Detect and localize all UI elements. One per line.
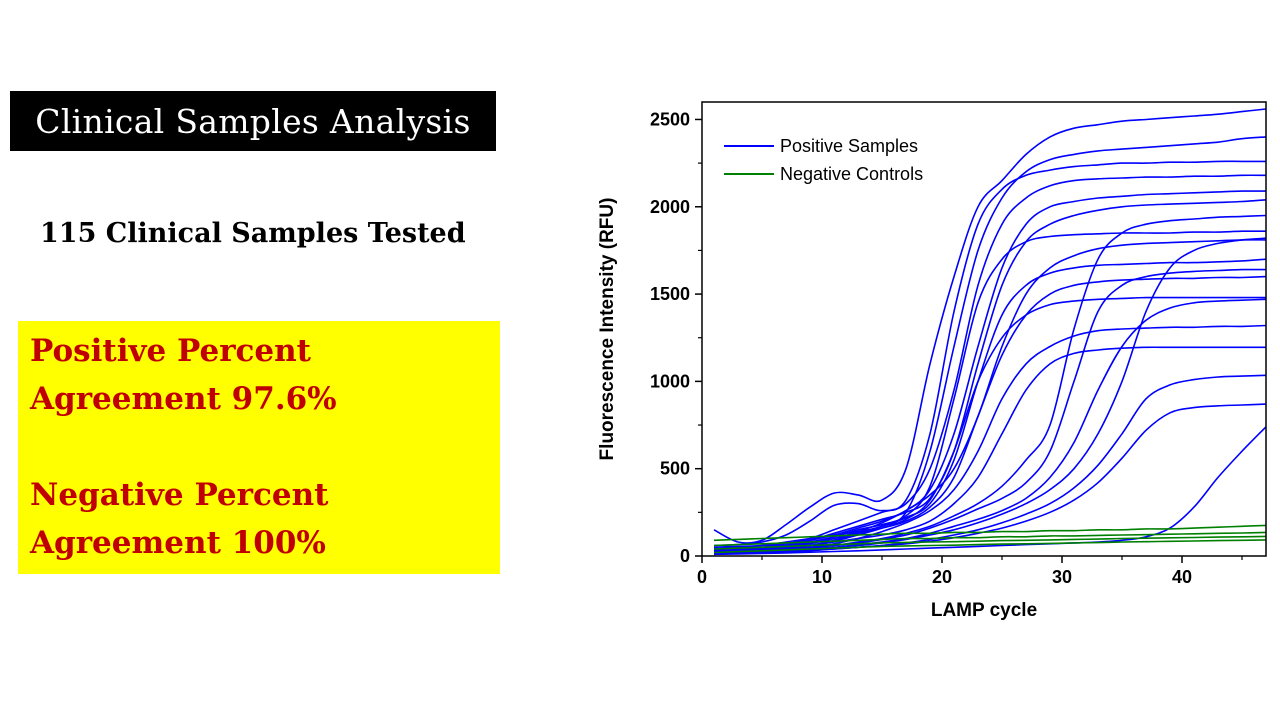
y-tick-label: 0 [680, 546, 690, 566]
legend-label: Negative Controls [780, 164, 923, 184]
positive-sample-line-13 [713, 214, 1266, 554]
plot-frame [701, 101, 1267, 557]
positive-sample-line-17 [713, 374, 1266, 556]
axis-ticks: 0 10 20 30 40 0 500 1000 1500 2000 2500 [650, 109, 1243, 587]
positive-agreement-line-1: Positive Percent [30, 333, 311, 369]
positive-sample-line-1 [713, 136, 1266, 550]
legend-label: Positive Samples [780, 136, 918, 156]
legend: Positive Samples Negative Controls [724, 136, 923, 184]
positive-sample-line-16 [713, 237, 1266, 554]
x-tick-label: 0 [697, 567, 707, 587]
negative-control-line-0 [713, 524, 1266, 542]
positive-sample-line-19 [713, 426, 1266, 556]
negative-control-line-1 [713, 531, 1266, 547]
positive-agreement-line-2: Agreement 97.6% [30, 381, 337, 417]
y-axis-label: Fluorescence Intensity (RFU) [597, 198, 618, 461]
x-tick-label: 20 [932, 567, 952, 587]
positive-sample-line-3 [713, 174, 1266, 552]
positive-sample-line-4 [713, 190, 1266, 549]
negative-agreement-line-1: Negative Percent [30, 477, 329, 513]
y-tick-label: 1000 [650, 371, 690, 391]
positive-sample-line-14 [713, 268, 1266, 553]
y-tick-label: 2500 [650, 109, 690, 129]
x-axis-label: LAMP cycle [931, 600, 1037, 621]
positive-sample-line-18 [713, 403, 1266, 555]
negative-control-line-2 [713, 535, 1266, 550]
positive-sample-line-12 [713, 346, 1266, 552]
x-tick-label: 10 [812, 567, 832, 587]
negative-agreement-line-2: Agreement 100% [30, 525, 326, 561]
x-tick-label: 30 [1052, 567, 1072, 587]
results-box: Positive Percent Agreement 97.6% Negativ… [18, 321, 500, 574]
slide-title: Clinical Samples Analysis [10, 91, 496, 151]
y-tick-label: 1500 [650, 284, 690, 304]
x-tick-label: 40 [1172, 567, 1192, 587]
positive-sample-line-9 [713, 275, 1266, 551]
negative-control-line-3 [713, 539, 1266, 554]
slide-subtitle: 115 Clinical Samples Tested [40, 218, 466, 249]
positive-sample-line-0 [713, 108, 1266, 544]
positive-sample-line-5 [713, 199, 1266, 554]
series-lines [713, 108, 1266, 556]
positive-sample-line-7 [713, 239, 1266, 552]
y-tick-label: 2000 [650, 197, 690, 217]
fluorescence-chart: 0 10 20 30 40 0 500 1000 1500 2000 2500 Positive S… [597, 101, 1267, 621]
y-tick-label: 500 [660, 459, 690, 479]
positive-sample-line-2 [713, 160, 1266, 547]
